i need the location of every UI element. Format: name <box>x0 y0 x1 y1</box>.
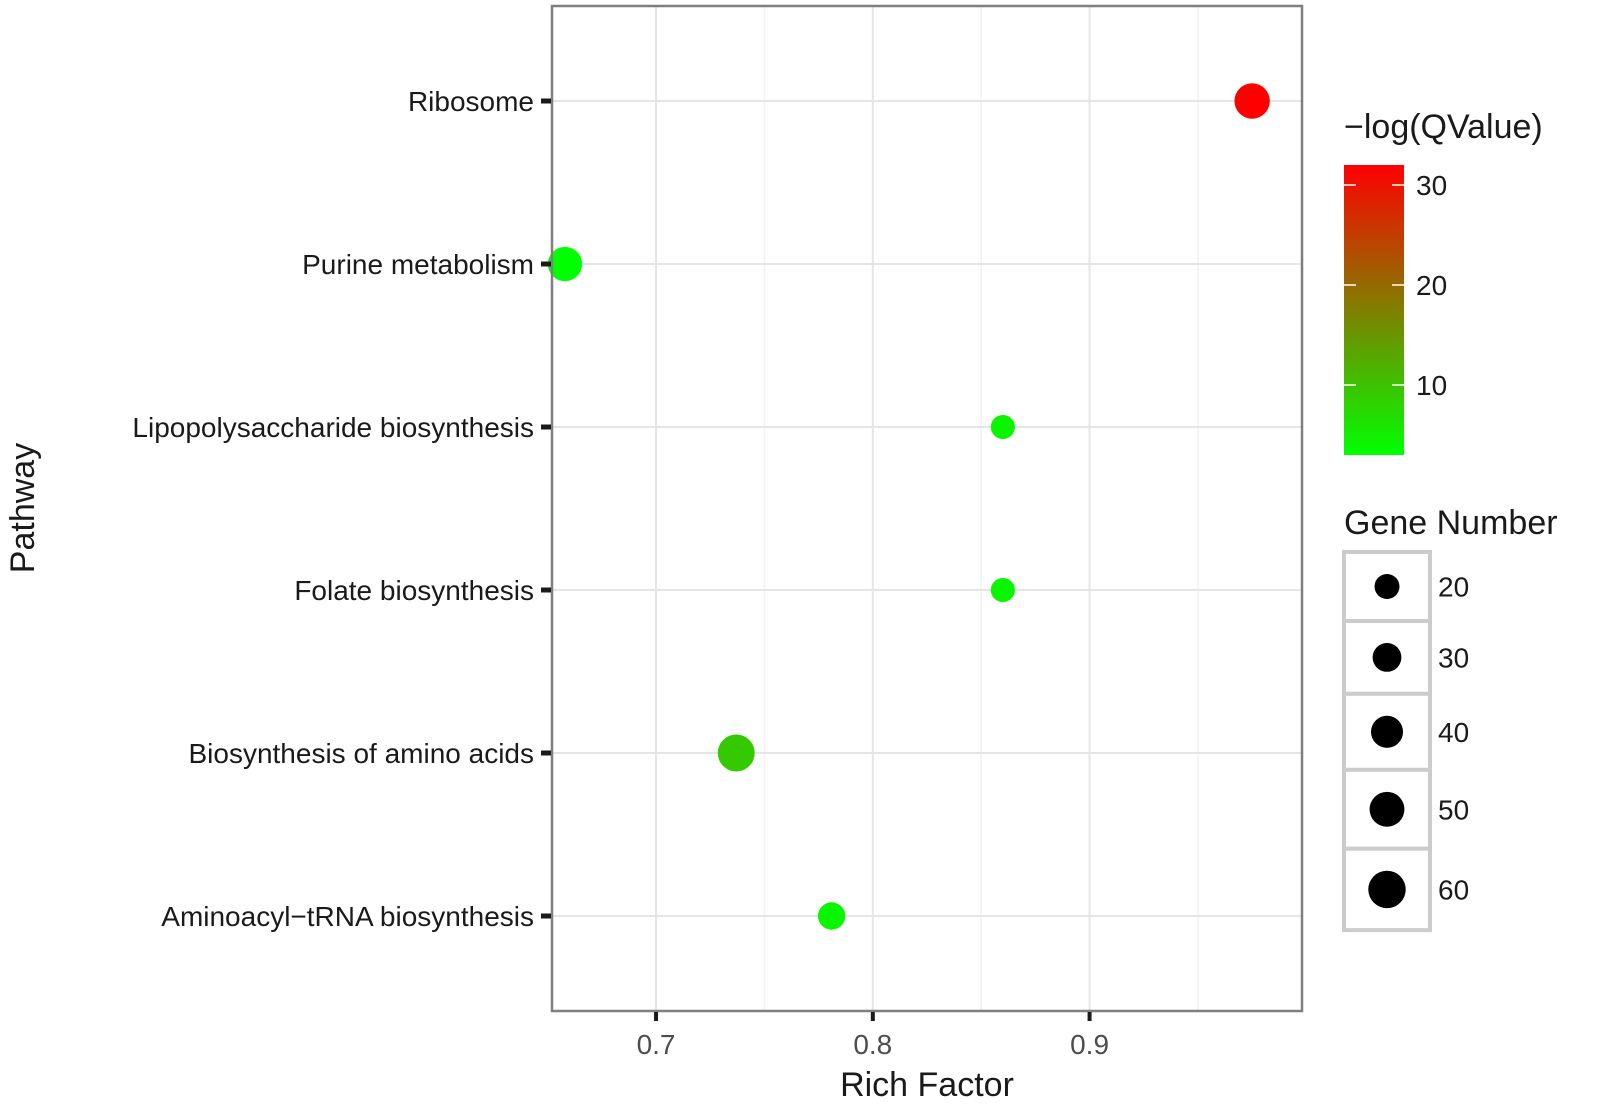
colorbar-tick-label: 10 <box>1416 370 1447 401</box>
y-tick-label: Folate biosynthesis <box>294 575 534 606</box>
y-tick-label: Ribosome <box>408 86 534 117</box>
plot-panel-background <box>552 6 1302 1011</box>
colorbar <box>1344 165 1404 455</box>
size-legend-label: 40 <box>1438 717 1469 748</box>
y-tick-label: Biosynthesis of amino acids <box>188 738 534 769</box>
size-legend: Gene Number 20 30 40 50 60 <box>1342 504 1558 933</box>
size-legend-label: 60 <box>1438 874 1469 905</box>
color-legend: −log(QValue) 10 20 30 <box>1344 108 1543 455</box>
major-gridlines <box>552 6 1302 1011</box>
data-point <box>1234 83 1270 119</box>
y-axis-title: Pathway <box>4 443 42 573</box>
x-tick-label: 0.7 <box>637 1029 676 1060</box>
minor-gridlines <box>763 6 1199 1011</box>
data-points <box>547 83 1270 930</box>
data-point <box>990 414 1015 440</box>
plot-panel-border <box>550 4 1304 1013</box>
size-legend-dot <box>1370 715 1404 748</box>
x-tick-label: 0.9 <box>1070 1029 1109 1060</box>
size-legend-dot <box>1372 642 1402 672</box>
size-legend-label: 20 <box>1438 571 1469 602</box>
colorbar-tick-label: 20 <box>1416 270 1447 301</box>
colorbar-ticks: 10 20 30 <box>1344 170 1447 401</box>
size-legend-label: 50 <box>1438 794 1469 825</box>
size-legend-dot <box>1374 574 1400 599</box>
y-tick-label: Aminoacyl−tRNA biosynthesis <box>161 901 534 932</box>
x-axis: 0.7 0.8 0.9 <box>637 1012 1109 1060</box>
data-point <box>547 246 583 282</box>
size-legend-title: Gene Number <box>1344 504 1558 542</box>
size-legend-key-box <box>1342 618 1432 696</box>
data-point <box>990 577 1015 603</box>
plot-panel <box>547 4 1304 1013</box>
data-point <box>717 734 755 772</box>
size-legend-dot <box>1368 870 1406 909</box>
size-legend-dot <box>1369 791 1405 827</box>
x-tick-label: 0.8 <box>853 1029 892 1060</box>
size-legend-keys: 20 30 40 50 60 <box>1342 550 1469 933</box>
size-legend-key-box <box>1342 550 1432 623</box>
size-legend-label: 30 <box>1438 642 1469 673</box>
color-legend-title: −log(QValue) <box>1344 108 1543 146</box>
y-tick-label: Purine metabolism <box>302 249 534 280</box>
data-point <box>817 902 846 930</box>
y-tick-label: Lipopolysaccharide biosynthesis <box>132 412 534 443</box>
colorbar-tick-label: 30 <box>1416 170 1447 201</box>
x-axis-title: Rich Factor <box>840 1066 1014 1103</box>
y-axis: Ribosome Purine metabolism Lipopolysacchar… <box>132 86 551 932</box>
